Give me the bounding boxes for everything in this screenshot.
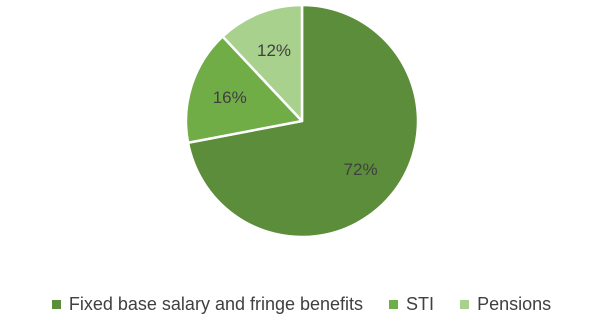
pie-slice-pensions bbox=[221, 3, 304, 123]
legend-label-fixed-base-salary: Fixed base salary and fringe benefits bbox=[68, 293, 364, 314]
legend-item-pensions: Pensions bbox=[460, 294, 551, 315]
data-label-fixed-base-salary: 72% bbox=[344, 160, 378, 179]
data-label-sti: 16% bbox=[213, 88, 247, 107]
data-label-pensions: 12% bbox=[257, 41, 291, 60]
legend-item-sti: STI bbox=[389, 294, 434, 315]
legend-swatch-fixed-base-salary bbox=[51, 299, 61, 309]
legend-swatch-pensions bbox=[460, 299, 470, 309]
legend-label-pensions: Pensions bbox=[477, 293, 552, 314]
legend-swatch-sti bbox=[389, 299, 399, 309]
legend-item-fixed-base-salary: Fixed base salary and fringe benefits bbox=[51, 293, 364, 315]
chart-legend: Fixed base salary and fringe benefits ST… bbox=[0, 289, 603, 319]
legend-label-sti: STI bbox=[406, 293, 435, 314]
pie-slice-sti bbox=[184, 35, 304, 144]
